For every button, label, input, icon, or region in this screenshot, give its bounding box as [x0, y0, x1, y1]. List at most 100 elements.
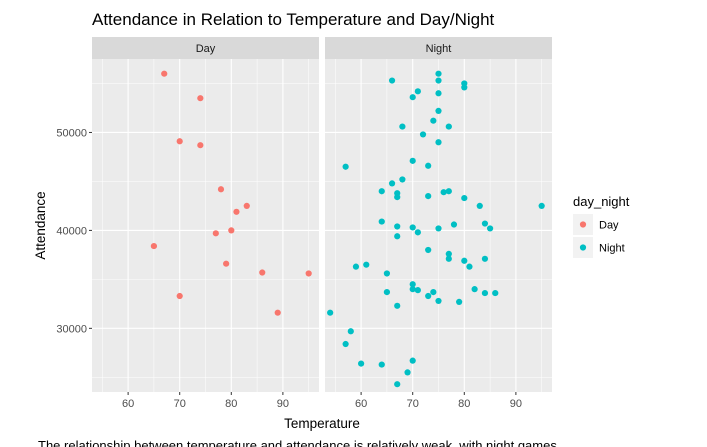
chart: Attendance in Relation to Temperature an… — [33, 10, 630, 431]
data-point-night — [445, 255, 452, 262]
data-point-night — [440, 189, 447, 196]
data-point-day — [259, 269, 266, 276]
data-point-night — [425, 193, 432, 200]
data-point-night — [327, 309, 334, 316]
chart-title: Attendance in Relation to Temperature an… — [92, 10, 495, 29]
data-point-night — [409, 357, 416, 364]
data-point-night — [466, 263, 473, 270]
data-point-day — [233, 208, 240, 215]
data-point-night — [425, 292, 432, 300]
data-point-night — [388, 180, 396, 187]
x-axis-label: Temperature — [284, 416, 360, 431]
legend-label-day: Day — [599, 220, 619, 232]
data-point-night — [347, 328, 354, 335]
data-point-night — [425, 246, 432, 254]
data-point-night — [486, 225, 494, 232]
data-point-night — [394, 233, 401, 240]
data-point-night — [363, 261, 370, 268]
x-tick-label: 90 — [277, 398, 289, 410]
data-point-night — [476, 202, 483, 210]
data-point-night — [481, 220, 489, 227]
x-tick-label: 70 — [407, 398, 419, 410]
gridlines-day — [92, 59, 319, 392]
data-point-night — [450, 221, 458, 228]
data-point-night — [445, 123, 452, 130]
data-point-night — [435, 90, 442, 97]
data-point-day — [217, 186, 225, 193]
data-point-night — [409, 157, 416, 164]
y-tick-label: 40000 — [56, 225, 87, 237]
x-tick-label: 90 — [510, 398, 522, 410]
data-point-night — [435, 107, 442, 115]
legend-entries: Day Night — [573, 214, 625, 258]
data-point-day — [223, 260, 230, 267]
y-axis-label: Attendance — [33, 191, 48, 259]
facet-night: Night — [325, 37, 552, 392]
facet-strip-day — [92, 37, 319, 59]
data-point-night — [419, 131, 427, 138]
data-point-night — [352, 263, 360, 270]
x-tick-label: 60 — [355, 398, 367, 410]
data-point-night — [404, 369, 411, 376]
data-point-day — [150, 242, 158, 250]
data-point-day — [212, 230, 219, 237]
data-point-night — [378, 361, 385, 368]
facet-day: Day — [92, 37, 319, 392]
legend-swatch-day — [579, 221, 587, 228]
data-point-night — [435, 77, 442, 84]
data-point-night — [399, 176, 406, 183]
data-point-night — [342, 340, 349, 348]
data-point-night — [461, 84, 468, 91]
facet-strip-night — [325, 37, 552, 59]
data-point-day — [161, 70, 168, 77]
data-point-night — [430, 289, 437, 296]
caption-text: The relationship between temperature and… — [38, 438, 557, 447]
x-tick-label: 80 — [458, 398, 470, 410]
data-point-night — [538, 202, 545, 210]
data-point-night — [342, 163, 349, 170]
data-point-night — [414, 88, 421, 95]
data-point-night — [456, 298, 463, 305]
points-day — [150, 70, 312, 316]
data-point-day — [305, 270, 312, 277]
x-tick-label: 70 — [174, 398, 186, 410]
data-point-day — [228, 227, 235, 234]
data-point-night — [481, 289, 489, 297]
points-night — [327, 70, 545, 388]
data-point-night — [378, 218, 385, 225]
data-point-day — [274, 309, 281, 316]
data-point-night — [430, 117, 437, 124]
data-point-night — [409, 286, 416, 293]
data-point-night — [481, 255, 489, 262]
x-tick-label: 80 — [225, 398, 237, 410]
data-point-night — [471, 286, 478, 293]
data-point-night — [394, 302, 401, 309]
data-point-night — [399, 123, 406, 130]
data-point-night — [425, 162, 432, 169]
data-point-night — [414, 229, 421, 236]
data-point-night — [394, 223, 401, 230]
y-axis: 30000 40000 50000 — [56, 127, 92, 335]
facet-label-night: Night — [426, 43, 452, 55]
data-point-night — [409, 94, 416, 101]
data-point-night — [394, 193, 401, 201]
data-point-night — [445, 188, 452, 195]
legend-swatch-night — [579, 244, 587, 251]
data-point-night — [461, 257, 468, 264]
data-point-night — [383, 289, 391, 296]
legend-label-night: Night — [599, 243, 625, 255]
legend: day_night Day Night — [573, 194, 630, 258]
facet-label-day: Day — [196, 43, 216, 55]
data-point-night — [435, 70, 442, 77]
data-point-night — [461, 194, 468, 202]
data-point-night — [383, 270, 391, 277]
data-point-night — [358, 360, 365, 367]
data-point-night — [394, 381, 401, 388]
data-point-night — [492, 289, 499, 297]
y-tick-label: 30000 — [56, 323, 87, 335]
data-point-day — [176, 292, 183, 300]
gridlines-night — [325, 59, 552, 392]
data-point-night — [435, 225, 442, 232]
data-point-night — [409, 224, 416, 231]
data-point-night — [414, 287, 421, 294]
